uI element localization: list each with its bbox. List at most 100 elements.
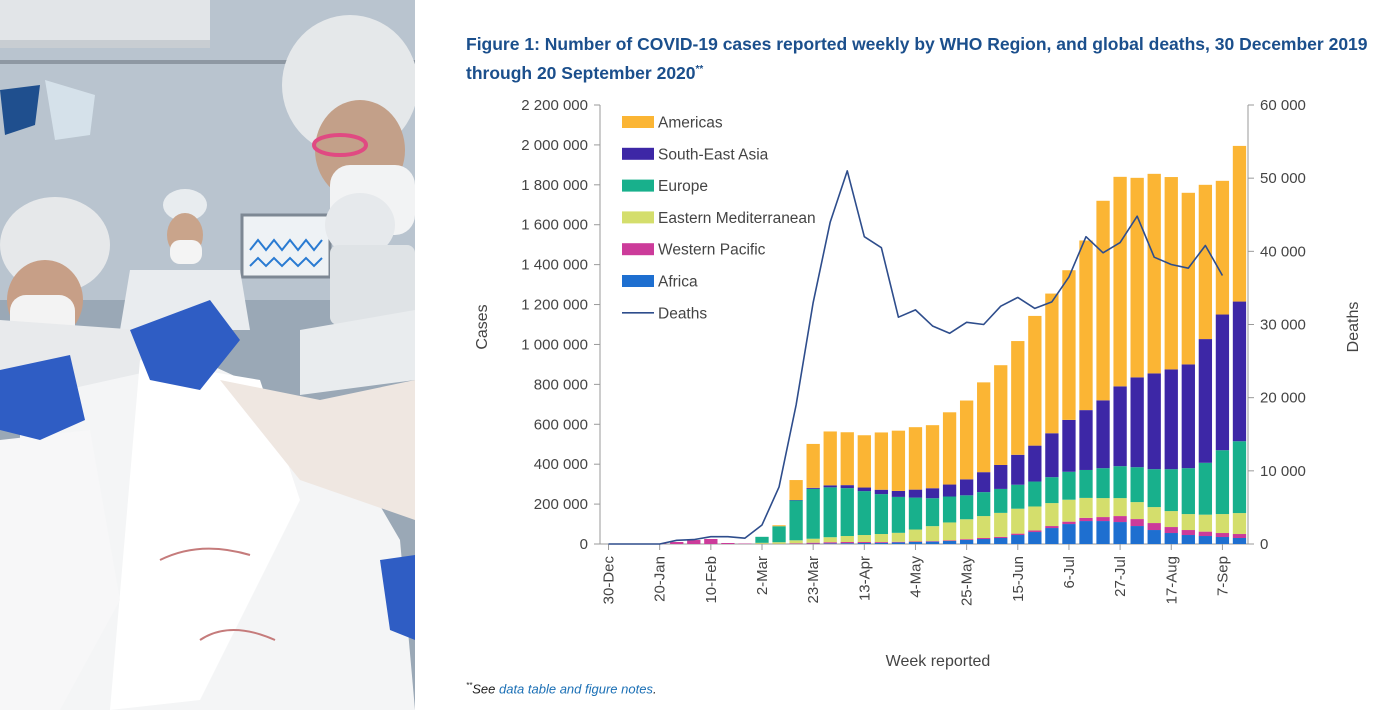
y-tick-label: 0 — [580, 536, 588, 553]
bar-africa — [1147, 530, 1161, 544]
y2-tick-label: 20 000 — [1260, 390, 1306, 407]
bar-africa — [977, 539, 991, 544]
bar-europe — [942, 496, 957, 523]
medical-staff-photo — [0, 0, 415, 710]
bar-eastern-mediterranean — [942, 522, 957, 541]
bar-western-pacific — [1028, 530, 1042, 533]
bar-eastern-mediterranean — [1045, 503, 1059, 527]
bar-south-east-asia — [1164, 369, 1178, 470]
bar-eastern-mediterranean — [1215, 514, 1230, 534]
bar-americas — [840, 432, 854, 486]
bar-europe — [891, 496, 906, 533]
covid-cases-chart: 0 200 000 400 000 600 000 800 000 1 000 000 1 … — [474, 97, 1362, 670]
bar-europe — [840, 488, 854, 537]
bar-americas — [1215, 180, 1230, 315]
bar-africa — [1028, 532, 1042, 544]
bar-south-east-asia — [1062, 419, 1076, 472]
legend-swatch-africa — [622, 275, 654, 287]
bar-europe — [959, 495, 974, 520]
bar-eastern-mediterranean — [1113, 498, 1127, 517]
bar-africa — [1113, 522, 1127, 544]
bar-south-east-asia — [1096, 400, 1110, 469]
bar-eastern-mediterranean — [789, 540, 803, 544]
legend-label-western-pacific: Western Pacific — [658, 242, 766, 259]
bar-eastern-mediterranean — [908, 529, 923, 542]
bar-western-pacific — [1079, 517, 1093, 522]
bar-western-pacific — [1181, 530, 1195, 536]
bar-americas — [977, 382, 991, 473]
bar-europe — [823, 487, 837, 538]
bars-layer — [653, 145, 1247, 544]
x-tick-label: 13-Apr — [856, 556, 873, 601]
bar-western-pacific — [687, 540, 701, 544]
legend-swatch-europe — [622, 179, 654, 192]
x-tick-label: 23-Mar — [805, 556, 822, 604]
y2-tick-label: 30 000 — [1260, 317, 1306, 334]
bar-europe — [772, 526, 786, 543]
bar-western-pacific — [1232, 534, 1247, 539]
bar-south-east-asia — [1147, 373, 1161, 470]
bar-americas — [959, 400, 974, 480]
bar-africa — [1045, 528, 1059, 544]
bar-americas — [1096, 200, 1110, 401]
bar-eastern-mediterranean — [1062, 499, 1076, 522]
bar-western-pacific — [891, 541, 906, 543]
bar-americas — [806, 443, 820, 488]
bar-europe — [1045, 477, 1059, 504]
bar-americas — [1181, 192, 1195, 365]
y-tick-label: 1 600 000 — [521, 217, 588, 234]
bar-europe — [1130, 467, 1144, 503]
y2-tick-label: 40 000 — [1260, 243, 1306, 260]
bar-europe — [1215, 450, 1230, 515]
bar-western-pacific — [721, 543, 735, 544]
bar-western-pacific — [977, 538, 991, 540]
bar-africa — [1079, 521, 1093, 544]
bar-africa — [891, 542, 906, 544]
bar-western-pacific — [1130, 519, 1144, 527]
bar-americas — [1147, 173, 1161, 374]
bar-africa — [959, 540, 974, 544]
data-table-link[interactable]: data table and figure notes — [498, 681, 653, 697]
bar-south-east-asia — [1181, 364, 1195, 469]
bar-americas — [1028, 315, 1042, 446]
bar-europe — [1147, 469, 1161, 508]
bar-americas — [1113, 176, 1127, 387]
bar-south-east-asia — [908, 489, 923, 498]
bar-eastern-mediterranean — [806, 538, 820, 543]
bar-europe — [806, 488, 820, 539]
footnote-suffix: . — [652, 681, 657, 697]
bar-americas — [1130, 177, 1144, 378]
x-tick-label: 17-Aug — [1163, 556, 1180, 604]
bar-europe — [1062, 471, 1076, 500]
bar-eastern-mediterranean — [1028, 506, 1042, 531]
x-tick-label: 2-Mar — [754, 556, 771, 595]
bar-western-pacific — [908, 541, 923, 543]
bar-western-pacific — [942, 540, 957, 542]
bar-south-east-asia — [1079, 410, 1093, 470]
bar-western-pacific — [1011, 533, 1025, 536]
legend-swatch-americas — [622, 116, 654, 128]
bar-south-east-asia — [1028, 445, 1042, 482]
bar-western-pacific — [704, 539, 718, 544]
bar-eastern-mediterranean — [1164, 511, 1178, 528]
bar-europe — [1164, 469, 1178, 512]
bar-europe — [1011, 484, 1025, 509]
bar-africa — [840, 543, 854, 544]
bar-eastern-mediterranean — [977, 516, 991, 539]
bar-europe — [1232, 441, 1247, 514]
bar-europe — [755, 536, 769, 543]
chart-legend: Americas South-East Asia Europe Eastern Med… — [622, 115, 816, 322]
y-tick-label: 400 000 — [534, 456, 588, 473]
bar-eastern-mediterranean — [1011, 508, 1025, 534]
x-tick-label: 25-May — [959, 556, 976, 607]
legend-label-eastern-mediterranean: Eastern Mediterranean — [658, 210, 816, 227]
bar-western-pacific — [1198, 531, 1213, 537]
bar-africa — [1215, 537, 1230, 544]
bar-south-east-asia — [925, 488, 940, 499]
bar-africa — [874, 542, 889, 544]
bar-south-east-asia — [840, 485, 854, 489]
bar-western-pacific — [1164, 527, 1178, 534]
bar-eastern-mediterranean — [925, 526, 940, 542]
bar-europe — [908, 497, 923, 530]
bar-africa — [1096, 521, 1110, 544]
